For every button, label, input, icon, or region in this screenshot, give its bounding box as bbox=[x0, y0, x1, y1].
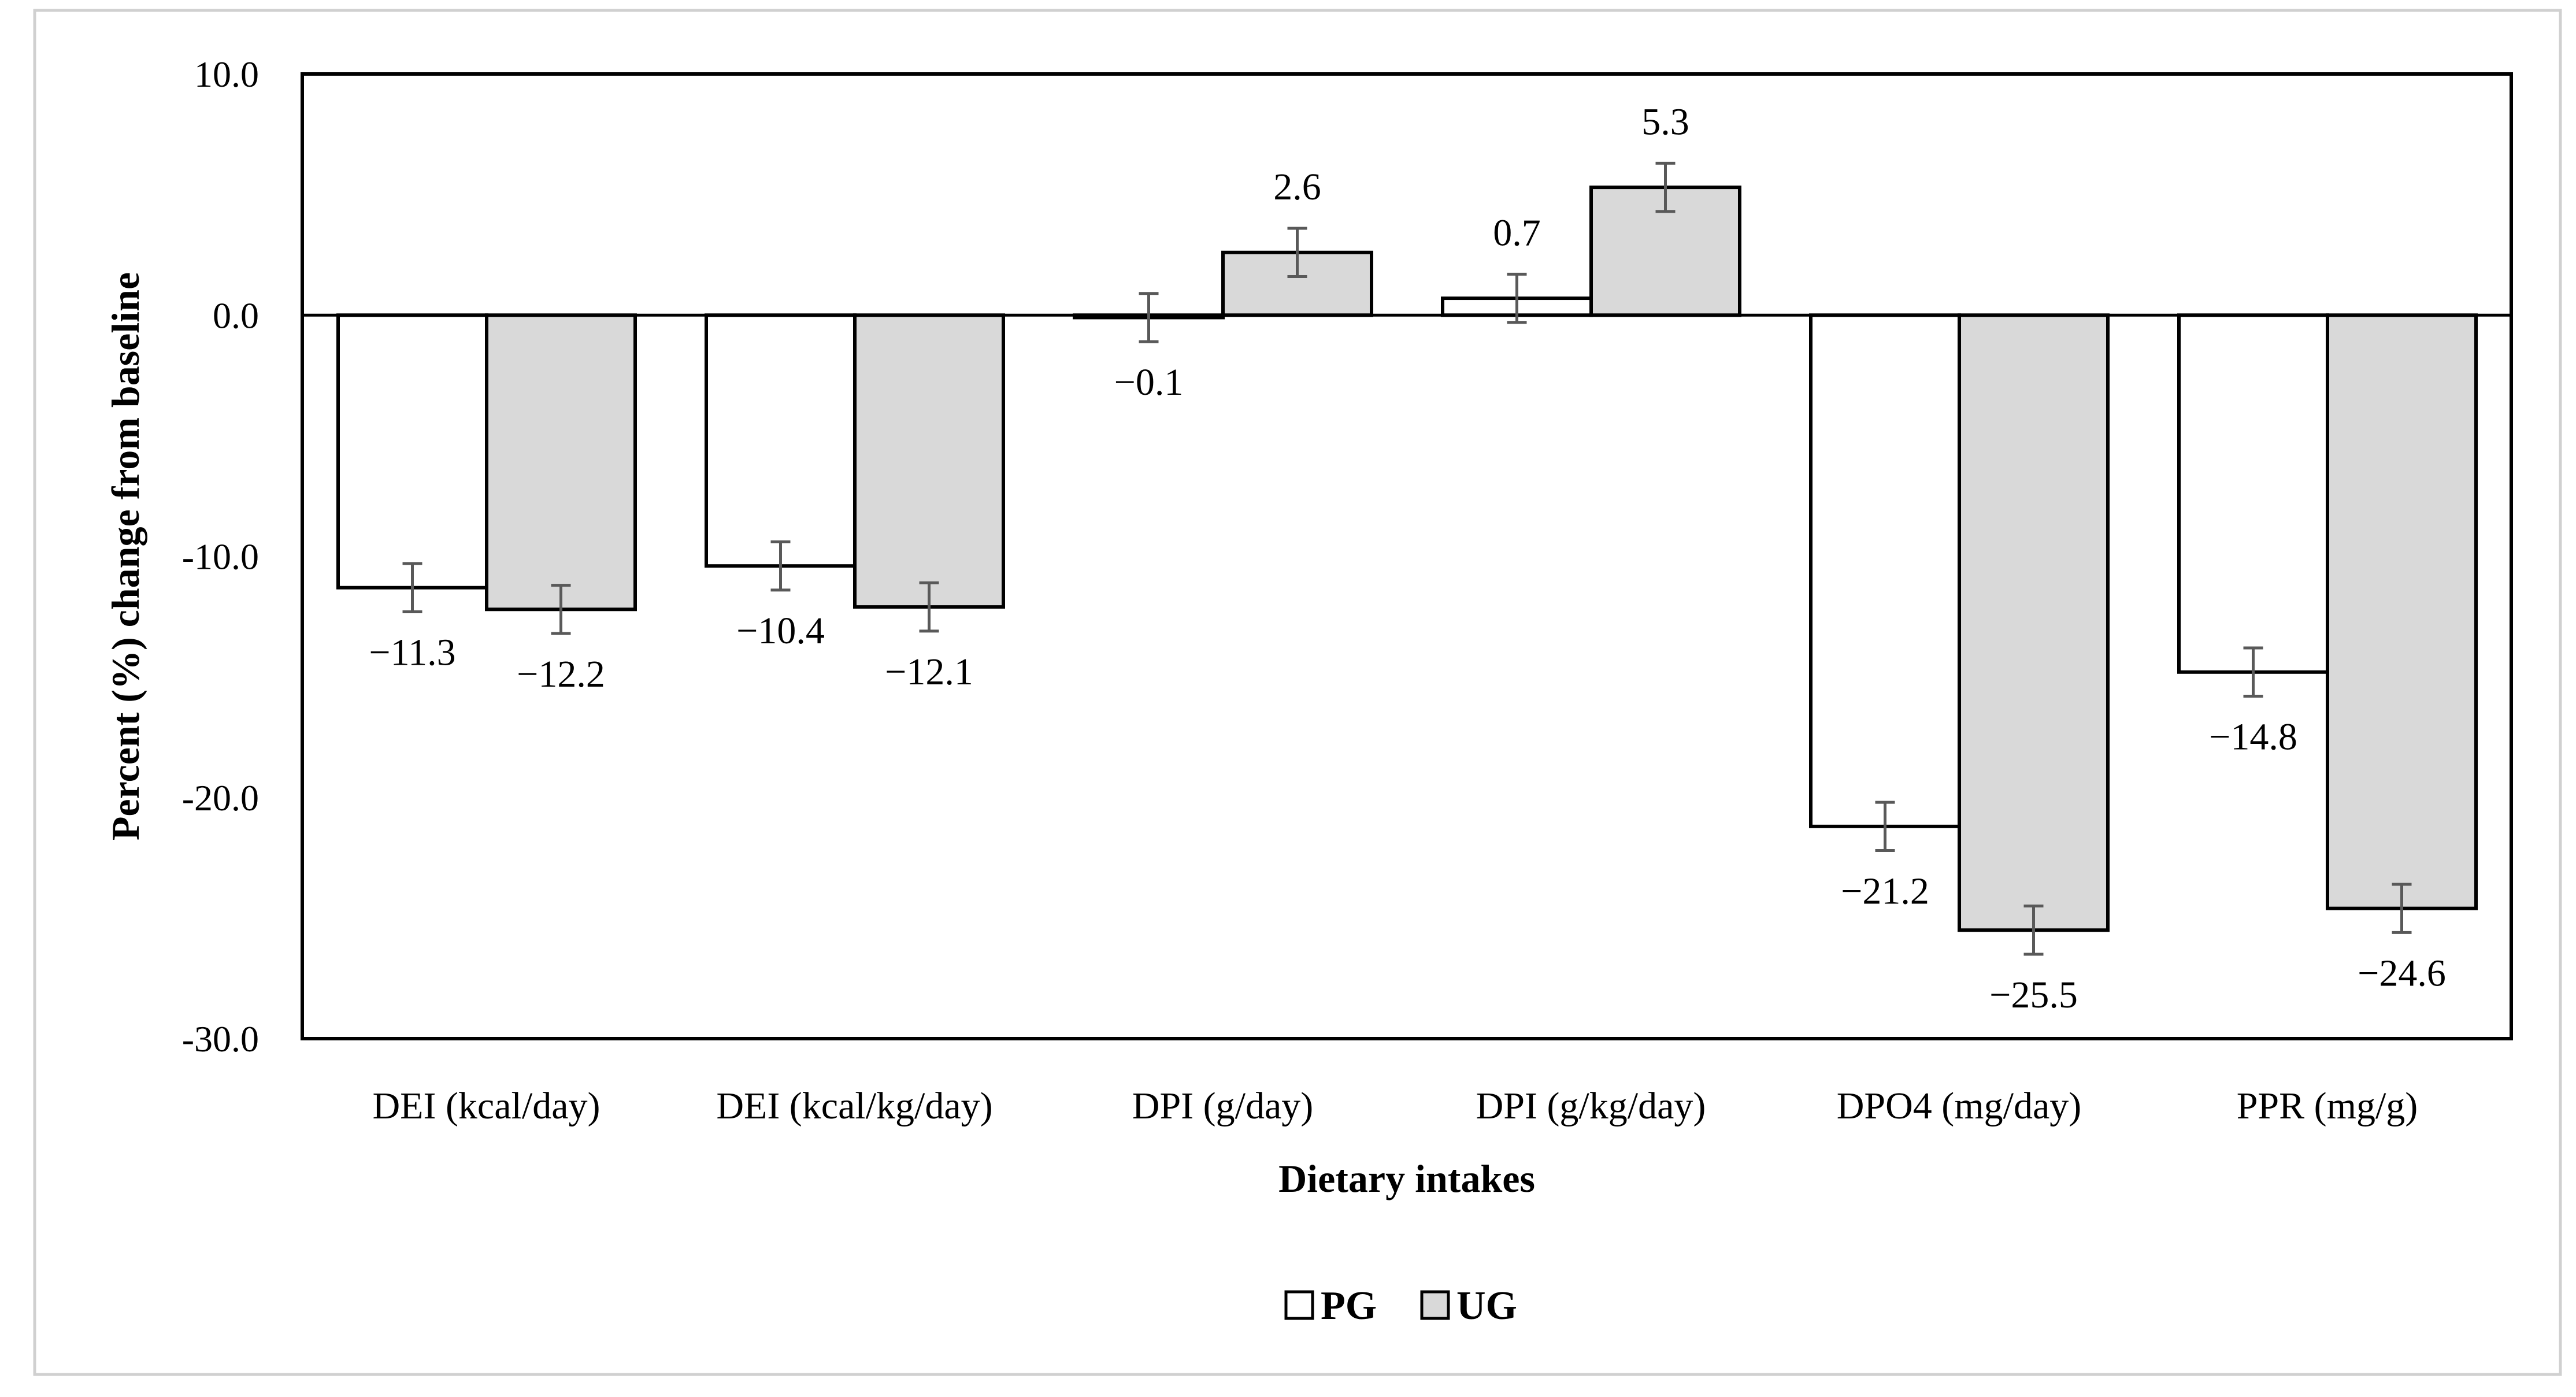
legend-swatch-pg bbox=[1284, 1290, 1314, 1320]
x-tick-label: DEI (kcal/day) bbox=[373, 1085, 601, 1127]
x-tick-label: PPR (mg/g) bbox=[2237, 1085, 2418, 1127]
y-tick-label: 0.0 bbox=[213, 295, 259, 336]
legend-label-pg: PG bbox=[1321, 1284, 1377, 1328]
bar bbox=[705, 313, 857, 568]
bar bbox=[1809, 313, 1961, 828]
legend-label-ug: UG bbox=[1456, 1284, 1517, 1328]
x-axis-categories: DEI (kcal/day) DEI (kcal/kg/day) DPI (g/da… bbox=[373, 1085, 2418, 1127]
bar bbox=[853, 313, 1005, 609]
data-labels-layer: −11.3 −10.4 −0.1 0.7 −21.2 −14.8 −12.2 −12.1 2.6… bbox=[369, 101, 2446, 1016]
x-tick-label: DPO4 (mg/day) bbox=[1837, 1085, 2081, 1127]
data-label: −12.2 bbox=[517, 653, 605, 695]
data-label: −10.4 bbox=[736, 610, 825, 652]
data-label: −11.3 bbox=[369, 631, 455, 673]
data-label: −24.6 bbox=[2358, 952, 2446, 994]
data-label: −14.8 bbox=[2209, 716, 2297, 758]
bar bbox=[1958, 313, 2110, 932]
error-bars-layer bbox=[402, 161, 2412, 956]
data-label: 0.7 bbox=[1493, 212, 1541, 254]
data-label: −21.2 bbox=[1841, 870, 1929, 913]
data-label: −25.5 bbox=[1989, 974, 2078, 1016]
x-tick-label: DEI (kcal/kg/day) bbox=[716, 1085, 992, 1127]
legend-swatch-ug bbox=[1420, 1290, 1450, 1320]
bar bbox=[485, 313, 637, 612]
bar bbox=[336, 313, 488, 590]
data-label: 2.6 bbox=[1273, 166, 1321, 208]
legend: PG UG bbox=[1284, 1284, 1517, 1328]
y-tick-label: 10.0 bbox=[194, 54, 259, 95]
x-axis-title: Dietary intakes bbox=[1278, 1157, 1535, 1200]
y-tick-label: -30.0 bbox=[182, 1018, 259, 1059]
data-label: −12.1 bbox=[885, 651, 973, 693]
bar bbox=[2326, 313, 2478, 910]
y-tick-label: -20.0 bbox=[182, 777, 259, 818]
x-tick-label: DPI (g/day) bbox=[1132, 1085, 1313, 1127]
y-axis-title: Percent (%) change from baseline bbox=[103, 272, 147, 840]
y-axis-ticks: 10.0 0.0 -10.0 -20.0 -30.0 bbox=[182, 54, 259, 1059]
y-tick-label: -10.0 bbox=[182, 536, 259, 577]
x-tick-label: DPI (g/kg/day) bbox=[1476, 1085, 1706, 1127]
plot-area-border bbox=[301, 72, 2513, 1040]
data-label: 5.3 bbox=[1641, 101, 1689, 143]
bar bbox=[2177, 313, 2329, 674]
data-label: −0.1 bbox=[1114, 361, 1184, 403]
